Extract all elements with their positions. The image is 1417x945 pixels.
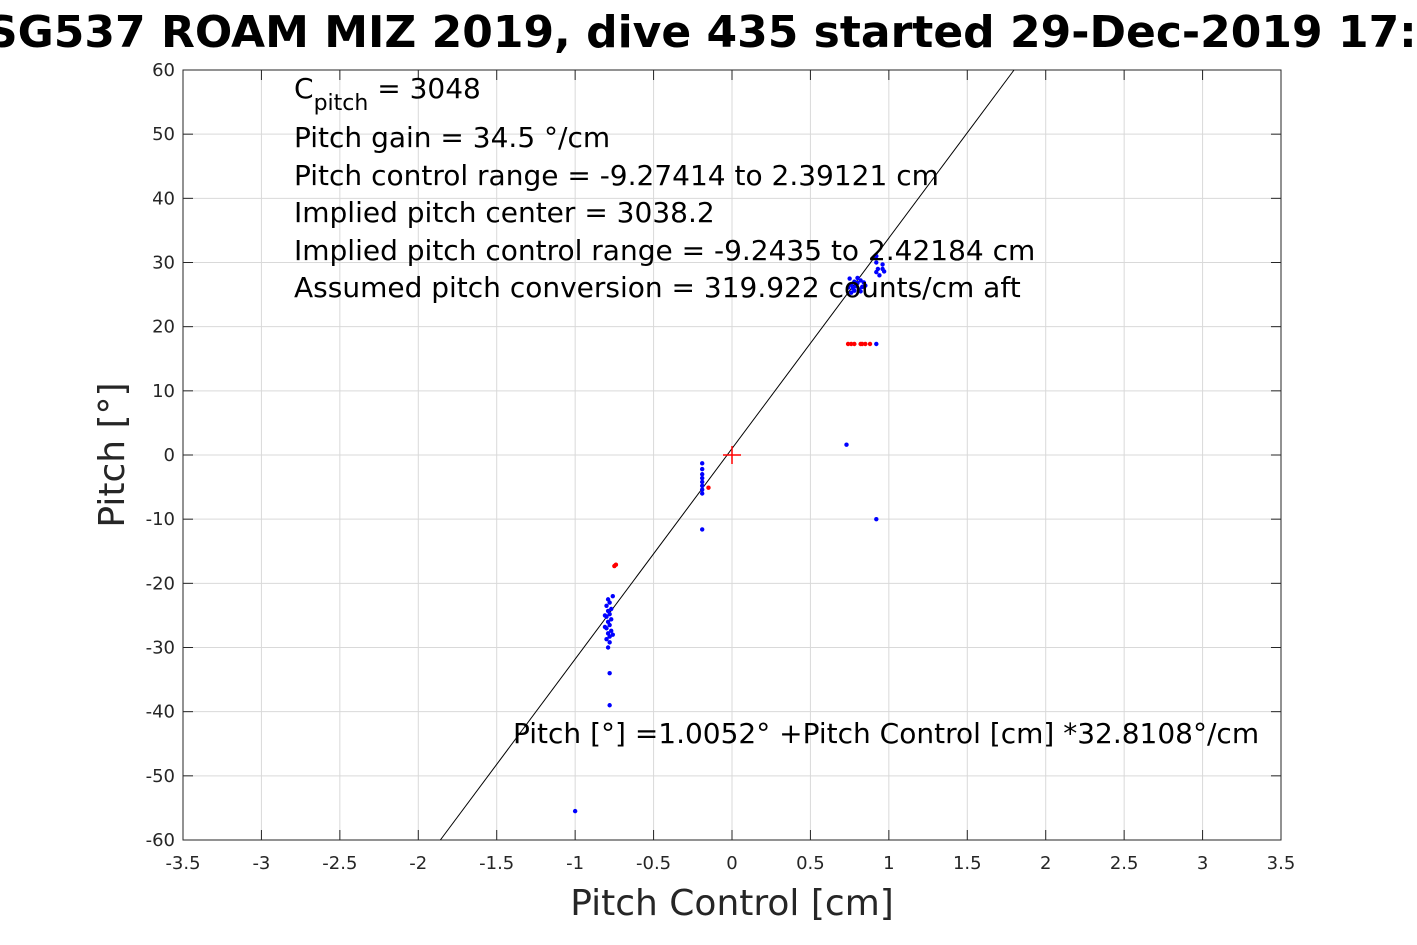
x-tick-label: 1.5	[953, 853, 982, 874]
data-point-blue	[847, 276, 852, 281]
chart-title: SG537 ROAM MIZ 2019, dive 435 started 29…	[0, 7, 1417, 58]
data-point-red	[863, 341, 868, 347]
data-point-blue	[607, 703, 612, 708]
data-point-blue	[610, 593, 615, 599]
data-point-blue	[844, 442, 849, 447]
x-axis-label: Pitch Control [cm]	[570, 883, 894, 924]
data-point-blue	[853, 284, 859, 289]
y-tick-label: -30	[146, 638, 175, 659]
data-point-blue	[602, 624, 608, 630]
x-tick-label: 3.5	[1267, 853, 1296, 874]
x-tick-label: -1	[566, 853, 584, 874]
y-tick-label: -40	[146, 702, 175, 723]
y-tick-label: -20	[146, 573, 175, 594]
data-point-blue	[880, 262, 885, 267]
x-tick-label: 2	[1040, 853, 1051, 874]
data-point-blue	[607, 640, 612, 645]
data-point-blue	[699, 527, 705, 532]
data-point-red	[613, 562, 619, 567]
data-point-blue	[572, 808, 578, 814]
data-point-blue	[699, 487, 705, 492]
data-point-blue	[699, 472, 705, 477]
pitch-gain-annotation: Pitch gain = 34.5 °/cm	[294, 121, 610, 154]
c-pitch-annotation: Cpitch = 3048	[294, 72, 481, 116]
x-tick-label: -3	[252, 853, 270, 874]
y-tick-label: -60	[146, 830, 175, 851]
data-point-blue	[875, 266, 881, 272]
data-point-blue	[607, 600, 612, 605]
x-tick-label: 3	[1197, 853, 1208, 874]
data-point-blue	[863, 283, 868, 288]
x-tick-label: 0.5	[796, 853, 825, 874]
data-point-blue	[607, 622, 612, 628]
data-point-blue	[607, 611, 612, 617]
y-tick-label: -10	[146, 509, 175, 530]
data-point-blue	[849, 290, 854, 295]
data-point-red	[849, 341, 854, 347]
c-pitch-value: = 3048	[368, 72, 481, 105]
data-point-blue	[610, 632, 615, 637]
x-tick-label: -3.5	[165, 853, 200, 874]
x-tick-label: 2.5	[1110, 853, 1139, 874]
data-point-blue	[877, 273, 882, 278]
implied-pitch-center-annotation: Implied pitch center = 3038.2	[294, 196, 715, 229]
data-point-blue	[699, 461, 705, 466]
fit-equation-label: Pitch [°] =1.0052° +Pitch Control [cm] *…	[513, 717, 1259, 750]
data-point-blue	[607, 670, 612, 676]
implied-pitch-range-annotation: Implied pitch control range = -9.2435 to…	[294, 234, 1035, 267]
grid	[182, 69, 1282, 841]
data-point-blue	[699, 479, 705, 485]
y-tick-label: -50	[146, 766, 175, 787]
data-point-blue	[609, 617, 614, 622]
c-pitch-subscript: pitch	[314, 91, 369, 116]
data-point-blue	[699, 491, 705, 496]
x-tick-label: -2.5	[322, 853, 357, 874]
x-tick-label: 1	[883, 853, 894, 874]
data-point-blue	[874, 341, 879, 347]
x-tick-label: -0.5	[636, 853, 671, 874]
data-point-red	[859, 341, 865, 347]
data-point-blue	[699, 466, 705, 472]
center-marker-layer	[723, 446, 741, 464]
axes: -3.5 -3 -2.5 -2 -1.5 -1 -0.5 0 0.5 1 1.5 2 2.5 3 3.5 -6…	[146, 60, 1296, 874]
data-point-red	[845, 341, 851, 347]
pitch-conversion-annotation: Assumed pitch conversion = 319.922 count…	[294, 271, 1021, 304]
data-point-blue	[855, 275, 860, 281]
data-point-red	[867, 341, 873, 347]
y-tick-label: 10	[152, 381, 175, 402]
stats-annotation: Cpitch = 3048 Pitch gain = 34.5 °/cm Pit…	[294, 72, 1035, 304]
data-point-blue	[604, 603, 609, 608]
data-point-blue	[699, 475, 705, 481]
x-tick-label: 0	[726, 853, 737, 874]
y-tick-label: 40	[152, 188, 175, 209]
data-point-blue	[609, 628, 614, 634]
y-axis-label: Pitch [°]	[92, 382, 133, 527]
x-tick-label: -2	[409, 853, 427, 874]
data-point-blue	[874, 253, 879, 259]
y-tick-label: 30	[152, 253, 175, 274]
y-tick-label: 60	[152, 60, 175, 81]
y-tick-label: 0	[164, 445, 175, 466]
data-point-blue	[881, 269, 887, 274]
data-point-blue	[874, 516, 879, 522]
data-point-blue	[858, 289, 863, 294]
pitch-control-range-annotation: Pitch control range = -9.27414 to 2.3912…	[294, 159, 939, 192]
data-points	[572, 253, 887, 814]
y-tick-label: 20	[152, 317, 175, 338]
data-point-red	[852, 341, 857, 347]
y-tick-label: 50	[152, 124, 175, 145]
data-point-blue	[602, 613, 608, 618]
data-point-blue	[845, 285, 851, 290]
x-tick-label: -1.5	[479, 853, 514, 874]
c-pitch-symbol: C	[294, 72, 314, 105]
data-point-red	[706, 485, 711, 490]
data-point-blue	[874, 260, 879, 265]
data-point-blue	[699, 483, 705, 488]
data-point-blue	[605, 645, 611, 650]
data-point-blue	[604, 636, 609, 642]
